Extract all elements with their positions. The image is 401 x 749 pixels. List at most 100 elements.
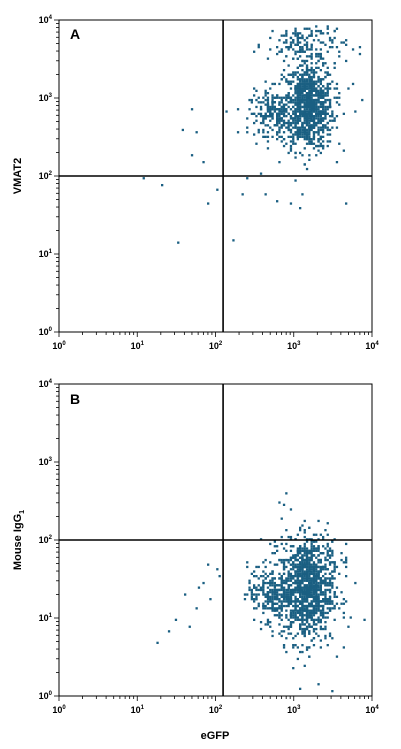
event-dot <box>266 98 270 102</box>
event-dot <box>301 96 304 99</box>
event-dot <box>317 575 320 578</box>
event-dot <box>340 602 343 605</box>
event-dot <box>317 96 320 99</box>
event-dot <box>292 41 295 44</box>
event-dot <box>250 98 253 102</box>
event-dot <box>287 80 290 83</box>
event-dot <box>289 584 293 587</box>
event-dot <box>264 600 267 603</box>
event-dot <box>248 579 251 582</box>
event-dot <box>287 579 290 582</box>
event-dot <box>303 112 306 115</box>
event-dot <box>292 110 295 113</box>
event-dot <box>278 501 281 504</box>
event-dot <box>262 131 265 134</box>
event-dot <box>317 618 320 621</box>
event-dot <box>264 581 267 585</box>
event-dot <box>285 609 288 612</box>
event-dot <box>292 554 295 557</box>
event-dot <box>257 131 260 134</box>
event-dot <box>305 92 309 95</box>
event-dot <box>317 89 320 92</box>
event-dot <box>276 549 279 552</box>
event-dot <box>331 637 334 640</box>
event-dot <box>303 135 306 138</box>
event-dot <box>303 101 306 104</box>
event-dot <box>317 121 320 125</box>
event-dot <box>305 43 309 46</box>
event-dot <box>266 621 270 624</box>
event-dot <box>363 618 366 621</box>
event-dot <box>305 609 309 612</box>
event-dot <box>324 600 327 603</box>
event-dot <box>305 588 309 592</box>
event-dot <box>259 108 263 111</box>
event-dot <box>315 131 318 134</box>
event-dot <box>280 105 283 109</box>
event-dot <box>301 561 304 564</box>
event-dot <box>301 78 304 81</box>
event-dot <box>324 588 327 592</box>
event-dot <box>301 34 304 37</box>
event-dot <box>287 602 290 605</box>
event-dot <box>319 614 322 617</box>
event-dot <box>299 46 302 49</box>
event-dot <box>308 611 311 615</box>
event-dot <box>289 41 293 44</box>
event-dot <box>269 36 272 40</box>
event-dot <box>324 581 327 585</box>
event-dot <box>308 124 311 127</box>
event-dot <box>331 110 334 113</box>
y-tick-label: 103 <box>39 93 53 103</box>
event-dot <box>335 27 339 30</box>
event-dot <box>315 101 318 104</box>
event-dot <box>299 110 302 113</box>
event-dot <box>246 561 249 564</box>
event-dot <box>326 128 329 132</box>
event-dot <box>299 96 302 99</box>
event-dot <box>266 124 270 127</box>
event-dot <box>294 554 297 557</box>
event-dot <box>280 96 283 99</box>
event-dot <box>259 627 263 631</box>
event-dot <box>326 25 329 28</box>
event-dot <box>301 588 304 592</box>
event-dot <box>326 584 329 587</box>
event-dot <box>331 570 334 573</box>
event-dot <box>328 591 332 594</box>
event-dot <box>273 82 276 86</box>
event-dot <box>326 549 329 552</box>
event-dot <box>305 101 309 104</box>
event-dot <box>299 133 302 136</box>
event-dot <box>305 618 309 621</box>
event-dot <box>301 110 304 113</box>
event-dot <box>273 581 276 585</box>
event-dot <box>312 598 316 601</box>
event-dot <box>333 604 336 608</box>
event-dot <box>308 87 311 90</box>
event-dot <box>269 561 272 564</box>
event-dot <box>299 687 302 690</box>
event-dot <box>322 579 325 582</box>
event-dot <box>296 75 299 79</box>
event-dot <box>328 101 332 104</box>
event-dot <box>303 552 306 555</box>
event-dot <box>322 616 325 619</box>
event-dot <box>285 529 288 532</box>
event-dot <box>331 549 334 552</box>
event-dot <box>315 144 318 148</box>
event-dot <box>322 600 325 603</box>
event-dot <box>289 593 293 596</box>
event-dot <box>312 545 316 548</box>
event-dot <box>282 588 286 592</box>
event-dot <box>305 547 309 550</box>
event-dot <box>296 57 299 60</box>
event-dot <box>312 588 316 592</box>
event-dot <box>340 591 343 594</box>
event-dot <box>285 558 288 562</box>
event-dot <box>299 614 302 617</box>
event-dot <box>266 607 270 610</box>
event-dot <box>273 584 276 587</box>
event-dot <box>333 96 336 99</box>
